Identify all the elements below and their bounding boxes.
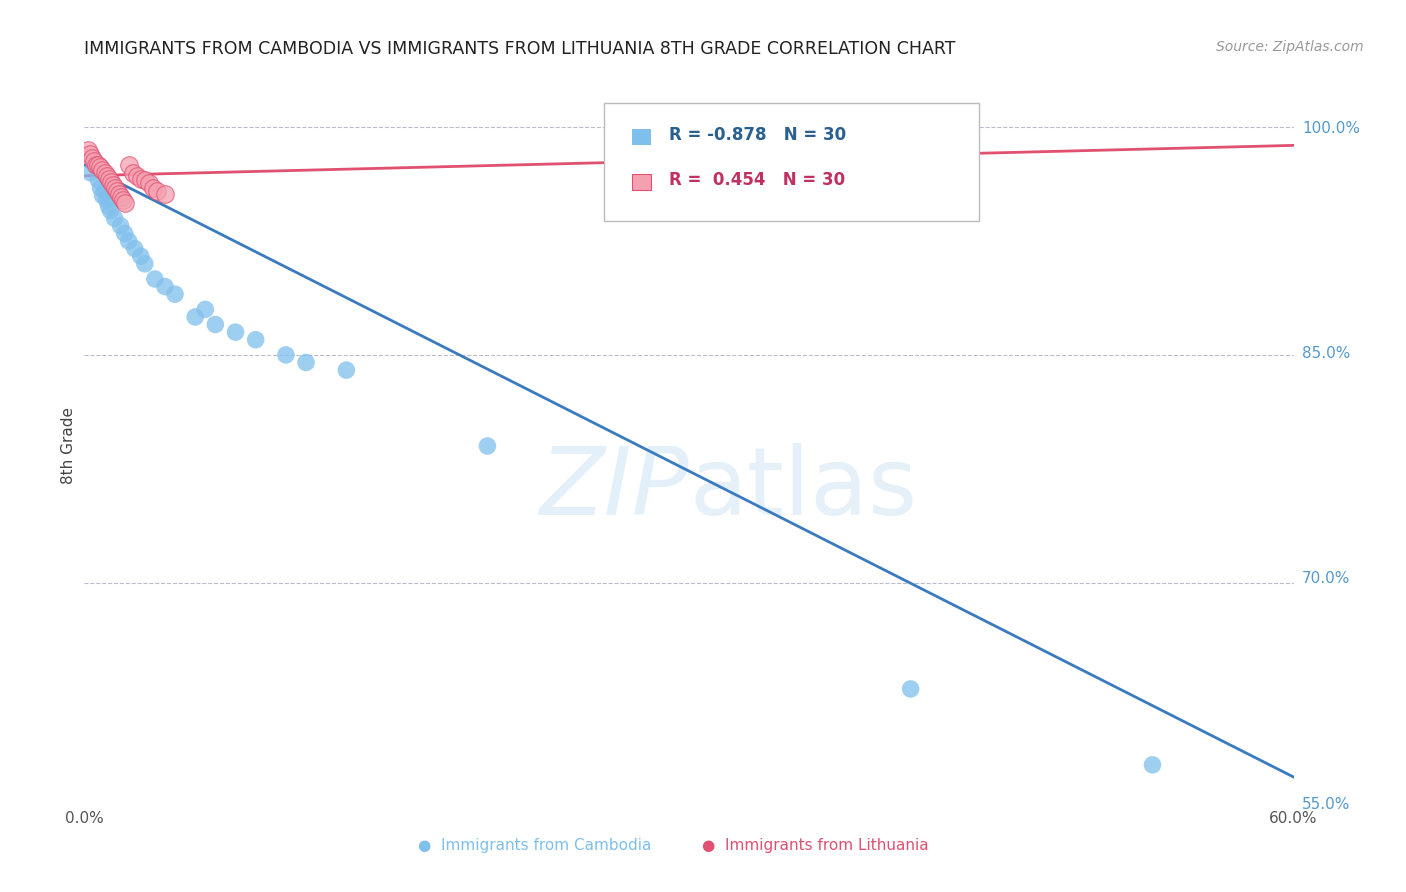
Point [697, 136, 720, 150]
Point [82, 151, 104, 165]
Point [142, 181, 165, 195]
Bar [633, 174, 651, 190]
Point [477, 439, 499, 453]
Point [335, 363, 357, 377]
Point [125, 169, 148, 183]
Point [658, 138, 681, 153]
Point [86, 158, 108, 172]
Point [87, 158, 110, 172]
Point [101, 178, 124, 192]
Point [118, 234, 141, 248]
Point [83, 158, 105, 172]
Point [194, 302, 217, 317]
Text: IMMIGRANTS FROM CAMBODIA VS IMMIGRANTS FROM LITHUANIA 8TH GRADE CORRELATION CHAR: IMMIGRANTS FROM CAMBODIA VS IMMIGRANTS F… [84, 40, 956, 58]
Point [93, 166, 115, 180]
Point [143, 272, 166, 286]
Text: ●  Immigrants from Cambodia: ● Immigrants from Cambodia [418, 838, 651, 853]
Point [129, 171, 152, 186]
Point [91, 162, 114, 177]
Point [114, 227, 136, 241]
Point [114, 196, 136, 211]
Point [129, 249, 152, 263]
Point [153, 186, 176, 201]
Point [118, 158, 141, 172]
Point [83, 153, 105, 168]
Text: R =  0.454   N = 30: R = 0.454 N = 30 [669, 171, 845, 189]
Point [100, 175, 122, 189]
Point [295, 355, 318, 369]
Point [274, 348, 297, 362]
Point [134, 173, 156, 187]
Text: ZIP: ZIP [540, 443, 689, 534]
Point [96, 193, 118, 207]
Point [225, 325, 247, 339]
Point [245, 333, 267, 347]
Point [110, 190, 132, 204]
Text: R = -0.878   N = 30: R = -0.878 N = 30 [669, 127, 846, 145]
Point [93, 184, 115, 198]
Point [111, 193, 134, 207]
Text: Source: ZipAtlas.com: Source: ZipAtlas.com [1216, 40, 1364, 54]
Y-axis label: 8th Grade: 8th Grade [60, 408, 76, 484]
Point [100, 203, 122, 218]
Point [121, 166, 143, 180]
Point [104, 181, 127, 195]
Point [107, 186, 129, 201]
Point [89, 181, 111, 195]
Point [165, 287, 187, 301]
Text: ●  Immigrants from Lithuania: ● Immigrants from Lithuania [702, 838, 929, 853]
Point [134, 257, 156, 271]
Point [89, 160, 111, 174]
Bar [633, 129, 651, 145]
Point [97, 171, 120, 186]
Point [87, 173, 110, 187]
Point [79, 147, 101, 161]
Text: atlas: atlas [689, 442, 917, 535]
Point [124, 242, 146, 256]
FancyBboxPatch shape [605, 103, 979, 221]
Point [110, 219, 132, 233]
Point [77, 143, 100, 157]
Point [146, 184, 169, 198]
Point [97, 199, 120, 213]
Point [1142, 757, 1164, 772]
Point [900, 681, 922, 696]
Point [105, 184, 128, 198]
Point [153, 279, 176, 293]
Point [96, 169, 118, 183]
Point [79, 166, 101, 180]
Point [138, 177, 160, 191]
Point [104, 211, 127, 226]
Point [184, 310, 207, 324]
Point [204, 318, 226, 332]
Point [91, 188, 114, 202]
